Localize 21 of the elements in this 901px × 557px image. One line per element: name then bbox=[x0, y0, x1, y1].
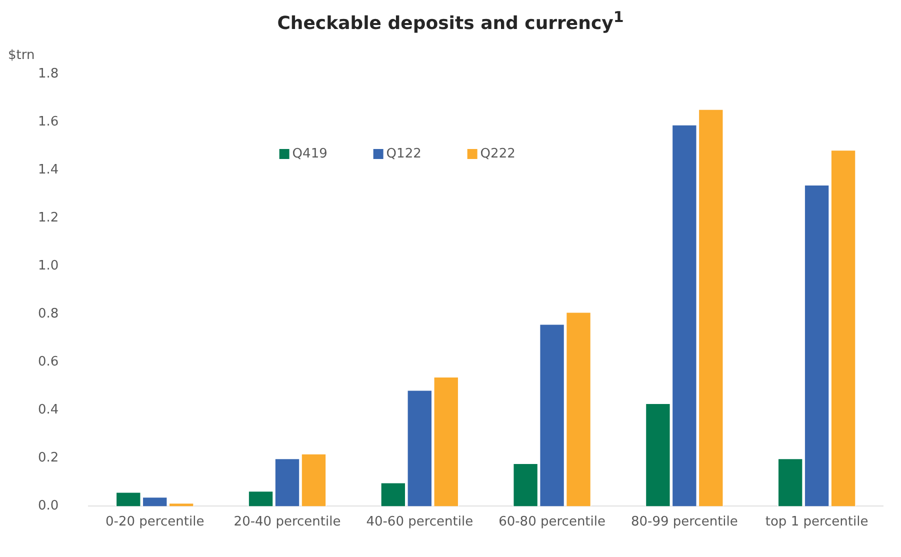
x-tick-label: 80-99 percentile bbox=[630, 514, 738, 530]
x-tick-label: 20-40 percentile bbox=[234, 514, 341, 530]
y-tick-label: 0.0 bbox=[38, 498, 59, 514]
y-tick-label: 1.0 bbox=[38, 258, 59, 274]
y-tick-label: 0.4 bbox=[38, 402, 59, 418]
y-tick-label: 1.2 bbox=[38, 210, 59, 226]
chart-title: Checkable deposits and currency$^{1}$ bbox=[276, 8, 625, 34]
y-tick-label: 1.8 bbox=[38, 66, 59, 82]
y-tick-label: 1.6 bbox=[38, 114, 59, 130]
y-axis-title: $trn bbox=[8, 48, 35, 63]
x-tick-label: 60-80 percentile bbox=[498, 514, 606, 530]
x-tick-label: 0-20 percentile bbox=[106, 514, 204, 530]
y-tick-label: 0.8 bbox=[38, 306, 59, 322]
y-tick-label: 1.4 bbox=[38, 162, 59, 178]
y-tick-label: 0.6 bbox=[38, 354, 59, 370]
y-tick-label: 0.2 bbox=[38, 450, 59, 466]
legend-label: Q122 bbox=[386, 146, 422, 162]
x-tick-label: 40-60 percentile bbox=[366, 514, 474, 530]
x-tick-label: top 1 percentile bbox=[765, 514, 868, 530]
legend-label: Q419 bbox=[292, 146, 328, 162]
legend-label: Q222 bbox=[480, 146, 516, 162]
